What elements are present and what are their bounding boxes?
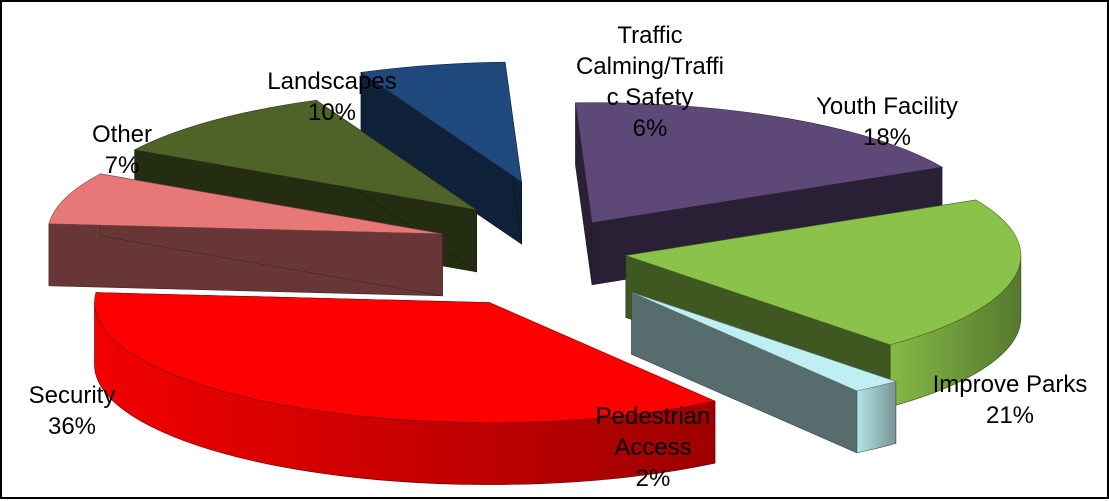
slice-label-line: Other [92,121,152,148]
slice-label-line: 21% [986,402,1034,429]
slice-label-line: Landscapes [267,68,396,95]
slice-label-line: 2% [636,465,671,492]
slice-labels-layer: Traffic Calming/Traffi c Safety 6% Youth Fac… [29,22,1088,492]
slice-label-line: 6% [633,115,668,142]
slice-label-line: 18% [863,124,911,151]
slice-label-line: Calming/Traffi [576,53,724,80]
slice-label-line: Pedestrian [596,403,711,430]
slice-label-landscapes: Landscapes 10% [267,68,396,126]
slice-top-pedestrian-access [631,292,897,392]
slice-label-line: Youth Facility [816,93,958,120]
slice-label-line: Security [29,382,116,409]
slice-label-line: 10% [308,99,356,126]
slice-label-traffic-calming-traffic-safety: Traffic Calming/Traffi c Safety 6% [576,22,724,142]
slice-top-other [48,173,443,235]
slice-pedestrian-access [631,291,897,454]
slice-label-youth-facility: Youth Facility 18% [816,93,958,151]
slice-label-line: 36% [48,413,96,440]
slice-other [48,173,443,297]
slice-label-line: 7% [105,152,140,179]
slice-traffic-calming-traffic-safety [360,61,522,245]
slice-label-line: Improve Parks [933,371,1088,398]
slice-top-improve-parks [625,199,1022,346]
slice-label-line: Traffic [617,22,682,49]
slice-label-other: Other 7% [92,121,152,179]
slice-top-traffic-calming-traffic-safety [360,61,522,183]
slice-label-improve-parks: Improve Parks 21% [933,371,1088,429]
slice-label-security: Security 36% [29,382,116,440]
slice-sides-layer [48,61,1022,485]
slice-top-landscapes [133,99,477,211]
slice-label-line: Access [614,434,691,461]
slice-label-pedestrian-access: Pedestrian Access 2% [596,403,711,492]
slice-label-line: c Safety [607,84,694,111]
slice-top-security [94,292,716,423]
slice-security [94,292,716,485]
slice-wall-pedestrian-access [856,381,897,454]
slice-top-youth-facility [575,102,943,224]
